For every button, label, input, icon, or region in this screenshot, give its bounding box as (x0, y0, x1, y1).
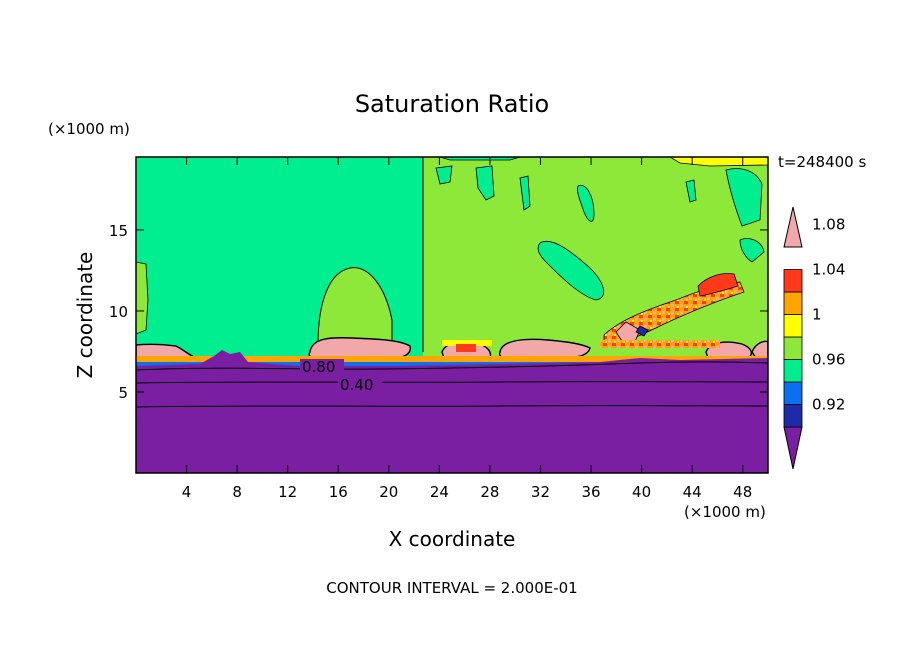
supersaturated-patches (439, 157, 768, 346)
contour-lines (136, 157, 768, 408)
x-tick-label: 44 (683, 483, 702, 501)
colorbar-label: 0.96 (812, 351, 845, 369)
dry-layer (136, 350, 768, 473)
colorbar-swatch (783, 381, 803, 405)
saturated-patches (435, 165, 765, 301)
x-tick-label: 28 (480, 483, 499, 501)
colorbar-label: 0.92 (812, 396, 845, 414)
colorbar-label: 1.04 (812, 261, 845, 279)
x-tick-label: 20 (379, 483, 398, 501)
y-tick-label: 10 (109, 303, 128, 321)
x-tick-label: 24 (430, 483, 449, 501)
colorbar-swatch (783, 336, 803, 360)
x-tick-label: 8 (232, 483, 242, 501)
plot-area: 0.80 0.40 (136, 157, 768, 473)
colorbar-label: 1.08 (812, 216, 845, 234)
colorbar-top-arrow (783, 206, 803, 248)
y-tick-label: 15 (109, 222, 128, 240)
chart-title: Saturation Ratio (355, 90, 549, 118)
y-axis: 5 10 15 (109, 222, 768, 402)
contour-label-bg-040 (338, 377, 382, 391)
contour-label-040: 0.40 (340, 376, 373, 394)
x-tick-label: 4 (182, 483, 192, 501)
colorbar-swatch (783, 359, 803, 383)
x-tick-label: 36 (581, 483, 600, 501)
plot-frame (135, 156, 769, 474)
y-unit-label: (×1000 m) (48, 120, 130, 138)
x-axis-label: X coordinate (389, 527, 516, 551)
region-upper-right (423, 157, 768, 367)
contour-label-bg-080 (300, 359, 344, 373)
colorbar-bottom-arrow (783, 426, 803, 470)
colorbar-swatch (783, 314, 803, 338)
left-strip (136, 261, 149, 335)
colorbar-swatch (783, 291, 803, 315)
x-tick-label: 12 (278, 483, 297, 501)
cloud-edges (136, 340, 768, 362)
x-tick-label: 16 (329, 483, 348, 501)
saturated-dome (317, 267, 393, 346)
colorbar-label: 1 (812, 306, 822, 324)
y-axis-label: Z coordinate (73, 252, 97, 379)
x-axis: 4 8 12 16 20 24 28 32 36 40 44 48 (182, 157, 752, 501)
x-unit-label: (×1000 m) (684, 503, 766, 521)
y-tick-label: 5 (118, 384, 128, 402)
contour-label-080: 0.80 (302, 358, 335, 376)
time-label: t=248400 s (778, 153, 866, 171)
contour-interval-note: CONTOUR INTERVAL = 2.000E-01 (326, 579, 577, 597)
colorbar: 0.92 0.96 1 1.04 1.08 (783, 206, 845, 470)
colorbar-swatch (783, 269, 803, 293)
x-tick-label: 32 (531, 483, 550, 501)
x-tick-label: 48 (733, 483, 752, 501)
x-tick-label: 40 (632, 483, 651, 501)
transition-band (136, 362, 768, 366)
colorbar-swatch (783, 404, 803, 428)
